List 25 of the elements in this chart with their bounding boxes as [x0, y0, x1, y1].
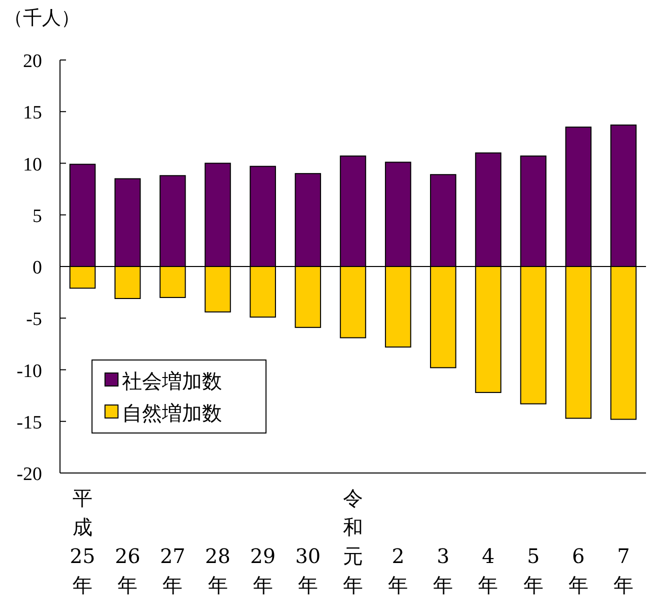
x-tick-label: 7年: [613, 544, 634, 597]
legend-label: 自然増加数: [122, 401, 222, 425]
legend-label: 社会増加数: [122, 369, 222, 393]
y-tick-label: 5: [32, 206, 42, 227]
x-tick-label: 4年: [478, 544, 498, 597]
y-tick-label: 20: [23, 51, 42, 72]
y-tick-label: -20: [16, 464, 42, 485]
x-tick-label: 3年: [433, 544, 454, 597]
x-tick-label: 28年: [205, 544, 230, 597]
x-tick-label: 29年: [250, 544, 276, 597]
x-tick-label: 6年: [568, 544, 588, 597]
y-tick-label: -5: [26, 309, 42, 330]
x-tick-label: 27年: [160, 544, 186, 597]
x-tick-label: 平成25年: [70, 486, 96, 597]
x-tick-label: 26年: [114, 544, 140, 597]
y-tick-label: -15: [16, 412, 42, 434]
y-tick-label: 15: [23, 102, 42, 124]
x-tick-label: 令和元年: [343, 486, 363, 597]
y-axis-title: （千人）: [4, 7, 80, 29]
x-tick-label: 2年: [388, 544, 408, 597]
y-tick-label: -10: [16, 360, 42, 382]
x-tick-label: 30年: [295, 544, 321, 597]
y-tick-label: 0: [32, 258, 42, 278]
y-tick-label: 10: [23, 154, 42, 176]
x-tick-label: 5年: [523, 544, 544, 597]
